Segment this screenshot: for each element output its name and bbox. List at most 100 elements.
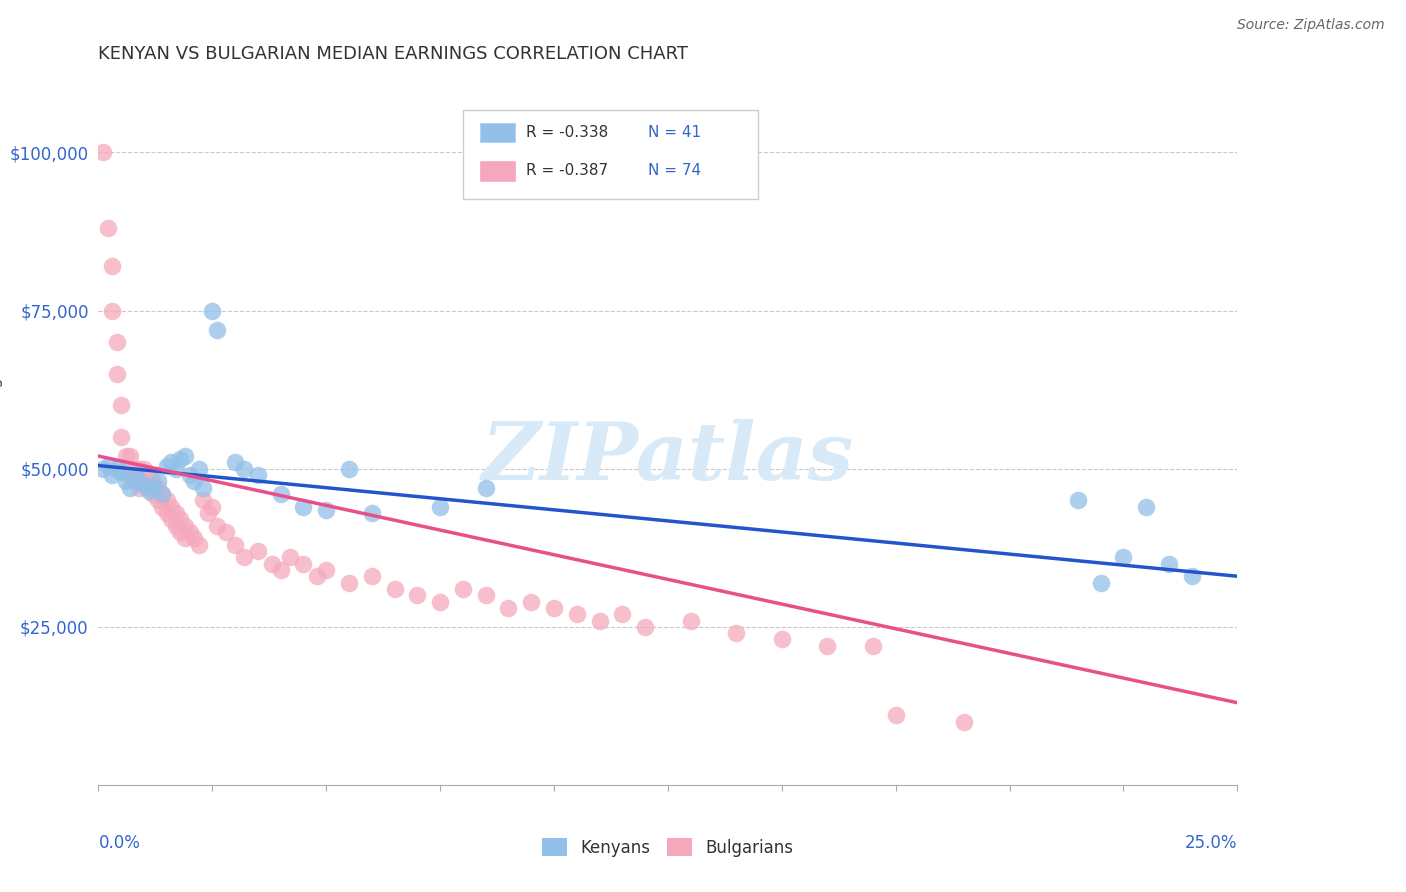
Point [128,475,150,489]
Point [543,600,565,615]
Point [862,639,884,653]
Point [815,639,838,653]
Point [132,461,155,475]
Text: R = -0.387: R = -0.387 [526,163,609,178]
Point [114,449,136,463]
Point [150,500,173,514]
Point [474,481,496,495]
Point [128,481,150,495]
Point [124,468,146,483]
Point [183,475,205,489]
Point [179,468,201,483]
Point [233,461,256,475]
Point [105,461,128,475]
Point [156,458,179,473]
Point [101,303,124,318]
Point [520,594,543,608]
Point [260,557,283,571]
Point [337,461,360,475]
Text: KENYAN VS BULGARIAN MEDIAN EARNINGS CORRELATION CHART: KENYAN VS BULGARIAN MEDIAN EARNINGS CORR… [98,45,689,62]
Point [270,563,292,577]
Point [474,588,496,602]
Point [105,367,128,381]
Point [725,626,748,640]
Point [101,260,124,274]
Point [270,487,292,501]
Text: R = -0.338: R = -0.338 [526,125,609,140]
Point [612,607,634,622]
Point [169,512,191,526]
Point [110,399,132,413]
Point [201,500,224,514]
Point [1157,557,1180,571]
Point [588,614,610,628]
Point [193,493,215,508]
Point [132,477,155,491]
Point [429,500,451,514]
Point [246,544,269,558]
Point [1112,550,1135,565]
Point [315,563,337,577]
Point [120,481,142,495]
Point [1090,575,1112,590]
Point [187,461,209,475]
Point [101,468,124,483]
Point [307,569,329,583]
Point [142,481,165,495]
Point [165,506,187,520]
Point [110,430,132,444]
Point [205,518,228,533]
Legend: Kenyans, Bulgarians: Kenyans, Bulgarians [543,838,793,856]
Point [105,335,128,350]
Point [165,518,187,533]
Point [91,145,114,160]
Text: 0.0%: 0.0% [98,834,141,852]
Point [124,461,146,475]
Point [770,632,793,647]
Point [187,538,209,552]
Point [169,452,191,467]
Text: 25.0%: 25.0% [1185,834,1237,852]
Point [146,481,169,495]
Point [183,531,205,545]
Point [224,538,246,552]
Text: Source: ZipAtlas.com: Source: ZipAtlas.com [1237,18,1385,32]
Point [156,506,179,520]
Text: N = 41: N = 41 [648,125,702,140]
Point [429,594,451,608]
Point [96,221,118,235]
Point [292,500,315,514]
Point [142,487,165,501]
Point [160,500,183,514]
Point [160,512,183,526]
Point [337,575,360,590]
Point [565,607,588,622]
Point [132,475,155,489]
Point [114,475,136,489]
Point [278,550,301,565]
Point [233,550,256,565]
Point [160,455,183,469]
Point [174,531,197,545]
Point [179,524,201,539]
Point [174,449,197,463]
Text: ZIPatlas: ZIPatlas [482,419,853,497]
Point [110,465,132,479]
Point [953,714,976,729]
Point [224,455,246,469]
Y-axis label: Median Earnings: Median Earnings [0,368,3,506]
Point [634,620,657,634]
Point [138,483,160,498]
Point [150,487,173,501]
Point [120,449,142,463]
Point [174,518,197,533]
Point [215,524,238,539]
Point [197,506,219,520]
Point [91,461,114,475]
Point [146,475,169,489]
Text: N = 74: N = 74 [648,163,702,178]
Point [360,506,382,520]
Point [679,614,702,628]
Point [201,303,224,318]
Point [884,708,907,723]
